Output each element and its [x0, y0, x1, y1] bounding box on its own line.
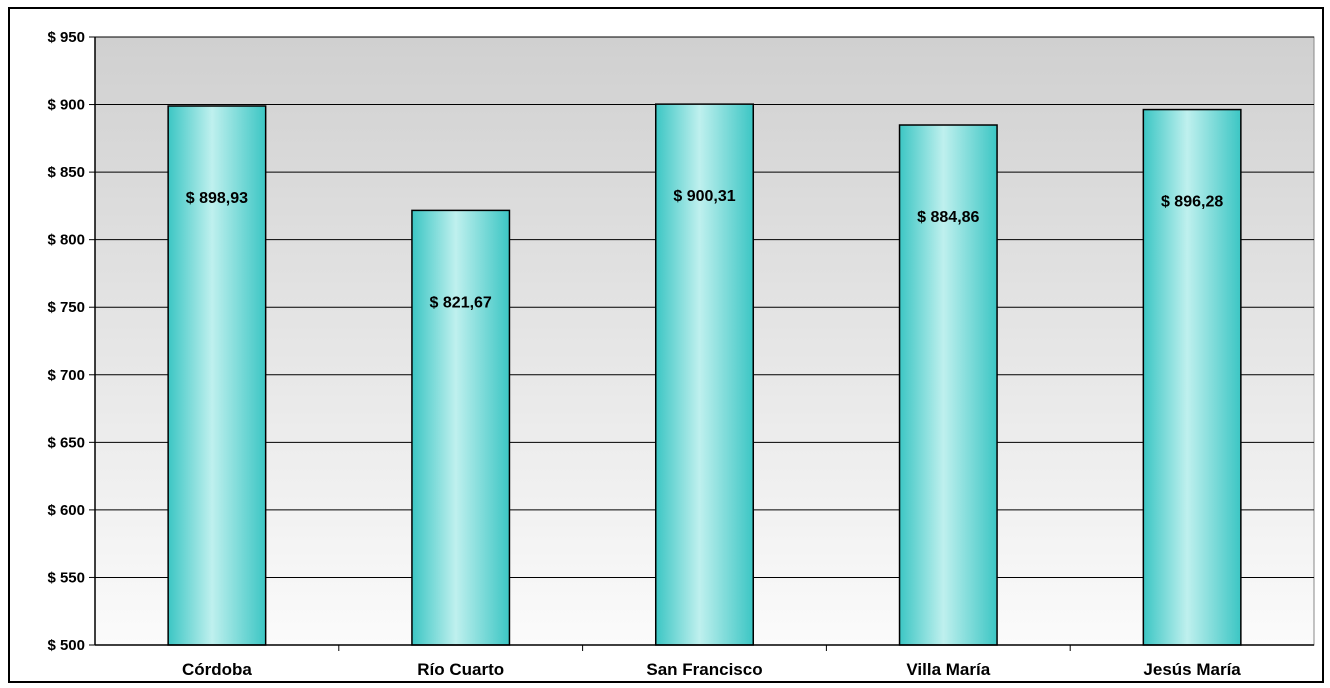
y-tick-label: $ 650 — [47, 434, 85, 451]
y-tick-label: $ 950 — [47, 29, 85, 46]
y-tick-label: $ 600 — [47, 502, 85, 519]
y-tick-label: $ 850 — [47, 164, 85, 181]
data-label: $ 821,67 — [430, 294, 492, 311]
x-tick-label: Villa María — [906, 660, 990, 679]
bar-san-francisco — [654, 103, 755, 646]
bar-villa-maría — [898, 124, 998, 646]
data-label: $ 900,31 — [673, 188, 735, 205]
data-label: $ 896,28 — [1161, 194, 1223, 211]
y-tick-label: $ 700 — [47, 367, 85, 384]
chart-frame: $ 500 $ 550 $ 600 $ 650 $ 700 $ 750 $ 800 $ 850… — [8, 7, 1324, 683]
bar-chart: $ 500 $ 550 $ 600 $ 650 $ 700 $ 750 $ 800 $ 850… — [47, 29, 1315, 679]
bar-río-cuarto — [411, 209, 511, 646]
x-tick-label: San Francisco — [646, 660, 762, 679]
data-label: $ 898,93 — [186, 190, 248, 207]
x-tick-label: Jesús María — [1143, 660, 1241, 679]
y-tick-label: $ 900 — [47, 97, 85, 114]
bar-jesús-maría — [1142, 108, 1242, 646]
y-tick-label: $ 800 — [47, 232, 85, 249]
chart-title-remnant — [320, 0, 1200, 6]
data-label: $ 884,86 — [917, 209, 979, 226]
y-tick-label: $ 500 — [47, 637, 85, 654]
y-tick-label: $ 550 — [47, 569, 85, 586]
y-tick-label: $ 750 — [47, 299, 85, 316]
x-tick-label: Río Cuarto — [417, 660, 504, 679]
bar-córdoba — [167, 105, 267, 646]
x-tick-label: Córdoba — [182, 660, 252, 679]
